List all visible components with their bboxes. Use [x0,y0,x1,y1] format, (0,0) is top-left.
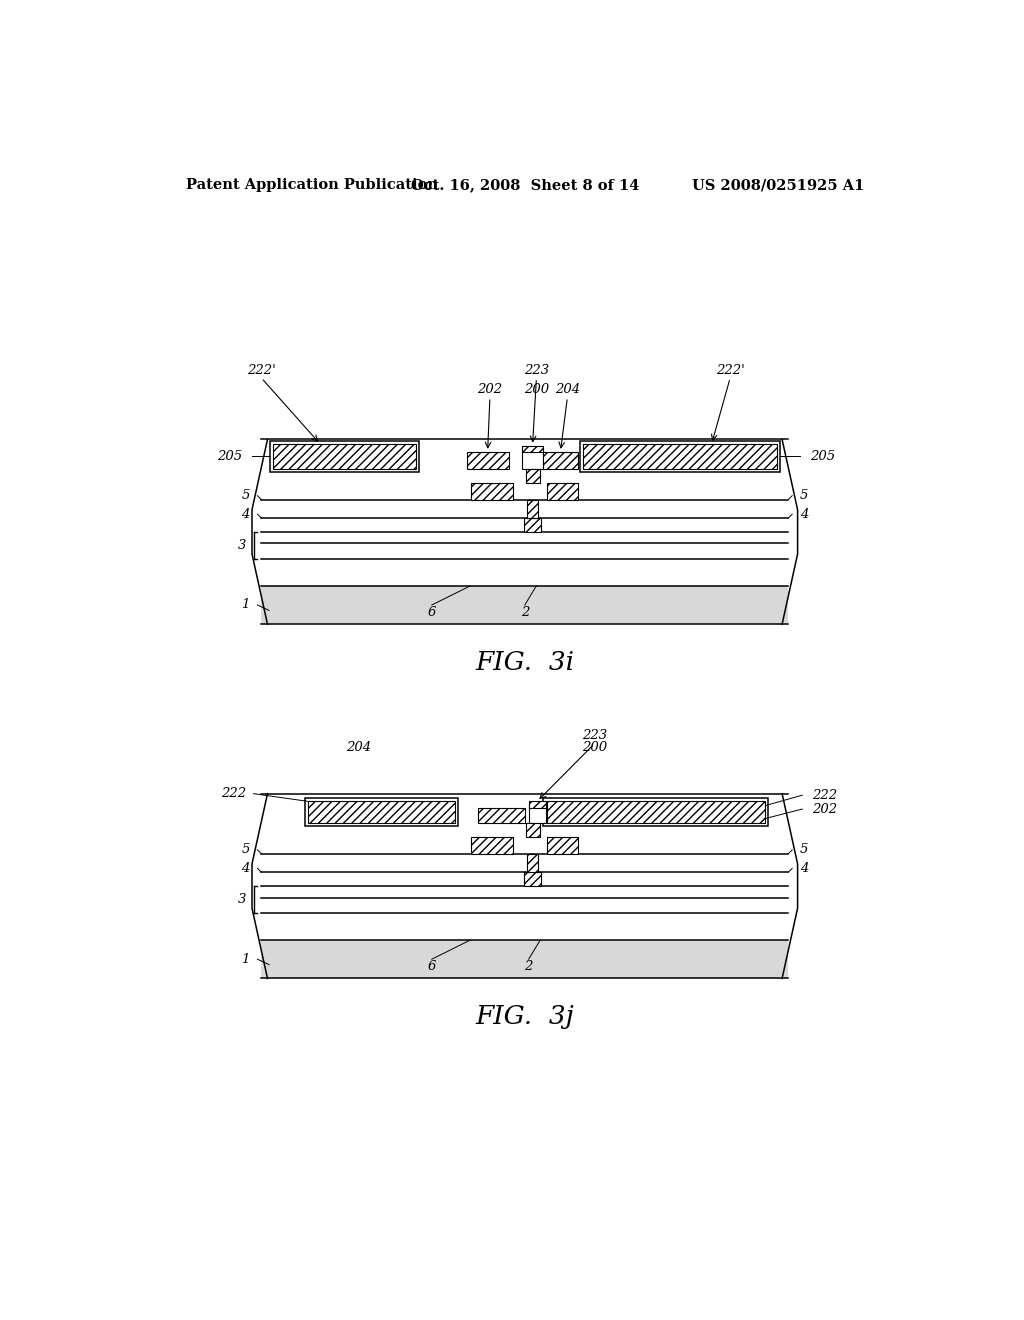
Bar [521,450,544,469]
Bar [544,799,768,826]
Text: 6: 6 [428,961,436,973]
Text: 204: 204 [346,741,371,754]
Bar [547,837,578,854]
Text: 223: 223 [524,363,549,376]
Bar [583,444,776,469]
Text: 1: 1 [242,953,250,966]
Bar [525,822,540,837]
Bar [261,440,788,586]
Text: 1: 1 [242,598,250,611]
Text: FIG.  3j: FIG. 3j [475,1005,574,1030]
Text: 4: 4 [242,508,250,520]
Text: 4: 4 [800,508,808,520]
Text: 222: 222 [812,788,837,801]
Text: 222': 222' [716,363,744,376]
Bar [528,801,546,808]
Bar [261,940,788,978]
Text: 5: 5 [242,843,250,857]
Text: 204: 204 [555,383,580,396]
Text: US 2008/0251925 A1: US 2008/0251925 A1 [692,178,864,193]
Bar [270,441,420,471]
Text: 222': 222' [247,363,275,376]
Text: 205: 205 [217,450,242,463]
Text: 5: 5 [800,843,808,857]
Bar [527,854,538,873]
Text: 5: 5 [800,490,808,502]
Text: Patent Application Publication: Patent Application Publication [186,178,438,193]
Bar [547,801,765,822]
Bar [521,446,544,451]
Bar [273,444,417,469]
Text: 223: 223 [582,730,607,742]
Bar [471,837,513,854]
Text: 202: 202 [812,803,837,816]
Text: 205: 205 [810,450,836,463]
Bar [261,793,788,940]
Bar [528,804,546,822]
Bar [524,873,541,886]
Text: 3: 3 [238,894,246,906]
Text: 200: 200 [524,383,549,396]
Bar [305,799,458,826]
Text: 4: 4 [800,862,808,875]
Bar [525,469,540,483]
Text: 222: 222 [221,787,246,800]
Text: 202: 202 [477,383,503,396]
Bar [580,441,779,471]
Text: 200: 200 [582,741,607,754]
Bar [467,451,509,469]
Text: 2: 2 [520,606,529,619]
Bar [308,801,455,822]
Bar [261,586,788,624]
Text: FIG.  3i: FIG. 3i [475,651,574,676]
Text: 6: 6 [428,606,436,619]
Text: 2: 2 [524,961,532,973]
Bar [544,451,579,469]
Bar [547,483,578,499]
Text: 5: 5 [242,490,250,502]
Text: Oct. 16, 2008  Sheet 8 of 14: Oct. 16, 2008 Sheet 8 of 14 [411,178,639,193]
Text: 3: 3 [238,539,246,552]
Bar [524,517,541,532]
Bar [471,483,513,499]
Text: 4: 4 [242,862,250,875]
Bar [527,499,538,517]
Bar [478,808,524,822]
